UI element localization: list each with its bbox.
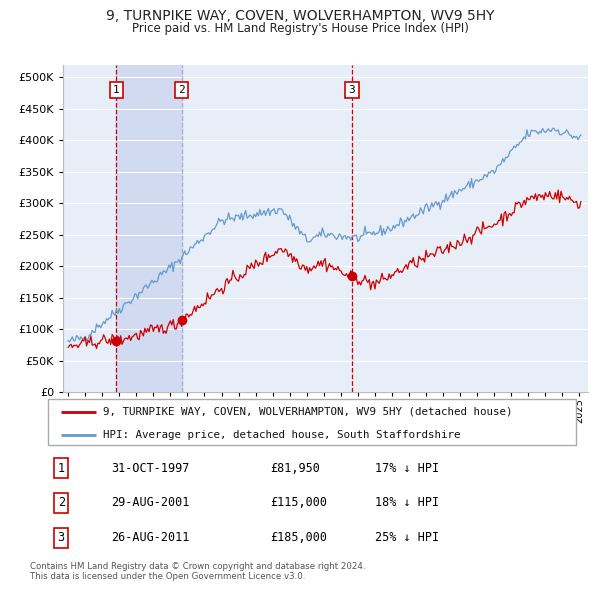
Text: 25% ↓ HPI: 25% ↓ HPI — [376, 532, 439, 545]
Text: Price paid vs. HM Land Registry's House Price Index (HPI): Price paid vs. HM Land Registry's House … — [131, 22, 469, 35]
Text: 9, TURNPIKE WAY, COVEN, WOLVERHAMPTON, WV9 5HY: 9, TURNPIKE WAY, COVEN, WOLVERHAMPTON, W… — [106, 9, 494, 24]
Text: This data is licensed under the Open Government Licence v3.0.: This data is licensed under the Open Gov… — [30, 572, 305, 581]
Text: 26-AUG-2011: 26-AUG-2011 — [112, 532, 190, 545]
Text: 3: 3 — [58, 532, 65, 545]
Text: 2: 2 — [178, 85, 185, 95]
Text: Contains HM Land Registry data © Crown copyright and database right 2024.: Contains HM Land Registry data © Crown c… — [30, 562, 365, 571]
Text: £115,000: £115,000 — [270, 496, 327, 510]
Text: 18% ↓ HPI: 18% ↓ HPI — [376, 496, 439, 510]
Text: 29-AUG-2001: 29-AUG-2001 — [112, 496, 190, 510]
Text: HPI: Average price, detached house, South Staffordshire: HPI: Average price, detached house, Sout… — [103, 430, 461, 440]
FancyBboxPatch shape — [48, 399, 576, 445]
Text: 1: 1 — [58, 461, 65, 474]
Text: £185,000: £185,000 — [270, 532, 327, 545]
Text: 1: 1 — [113, 85, 120, 95]
Bar — [116, 65, 182, 392]
Text: £81,950: £81,950 — [270, 461, 320, 474]
Text: 3: 3 — [349, 85, 355, 95]
Text: 2: 2 — [58, 496, 65, 510]
Text: 17% ↓ HPI: 17% ↓ HPI — [376, 461, 439, 474]
Text: 9, TURNPIKE WAY, COVEN, WOLVERHAMPTON, WV9 5HY (detached house): 9, TURNPIKE WAY, COVEN, WOLVERHAMPTON, W… — [103, 407, 513, 417]
Text: 31-OCT-1997: 31-OCT-1997 — [112, 461, 190, 474]
